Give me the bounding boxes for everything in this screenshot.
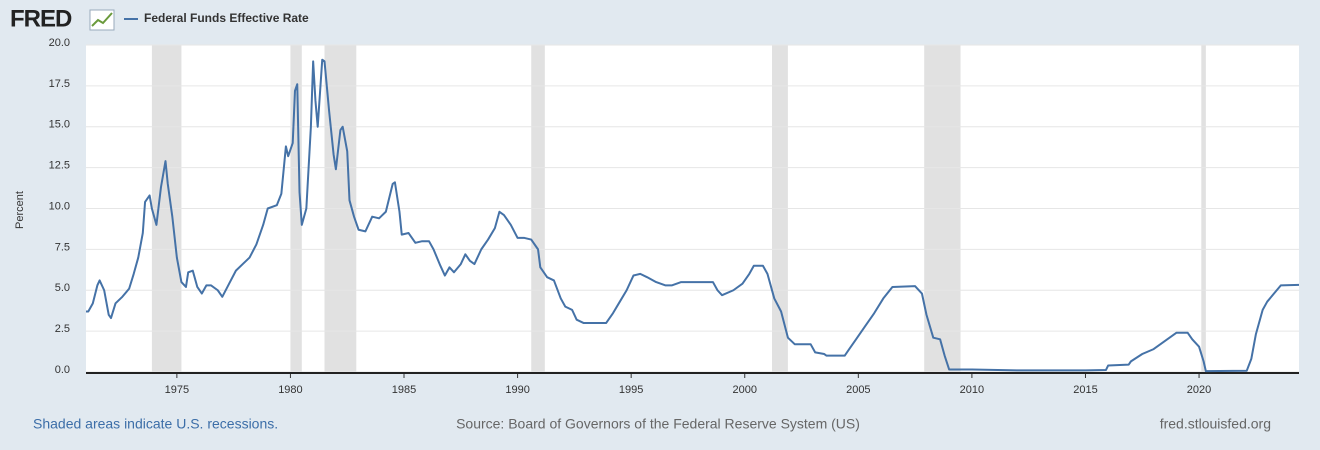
series-line <box>86 58 1300 373</box>
site: fred.stlouisfed.org <box>1160 416 1271 432</box>
y-tick-label: 2.5 <box>55 323 70 335</box>
y-tick-label: 10.0 <box>49 200 70 212</box>
y-tick-label: 20.0 <box>49 37 70 49</box>
x-tick-label: 1990 <box>505 384 529 396</box>
x-tick-label: 1975 <box>165 384 189 396</box>
x-tick-label: 1980 <box>278 384 302 396</box>
y-tick-label: 0.0 <box>55 364 70 376</box>
x-tick-label: 2015 <box>1073 384 1097 396</box>
x-tick-label: 2020 <box>1187 384 1211 396</box>
y-tick-label: 12.5 <box>49 160 70 172</box>
logo: FRED <box>10 5 72 32</box>
y-tick-label: 17.5 <box>49 78 70 90</box>
recession-note: Shaded areas indicate U.S. recessions. <box>33 416 278 432</box>
logo-icon <box>89 9 115 31</box>
x-tick-label: 1995 <box>619 384 643 396</box>
y-tick-label: 5.0 <box>55 282 70 294</box>
y-tick-label: 7.5 <box>55 241 70 253</box>
x-tick-label: 2010 <box>960 384 984 396</box>
x-tick-label: 2005 <box>846 384 870 396</box>
x-tick-label: 1985 <box>392 384 416 396</box>
y-tick-label: 15.0 <box>49 119 70 131</box>
x-tick-label: 2000 <box>733 384 757 396</box>
source: Source: Board of Governors of the Federa… <box>456 416 860 432</box>
y-axis-label: Percent <box>14 191 26 229</box>
legend-label: Federal Funds Effective Rate <box>144 11 309 25</box>
